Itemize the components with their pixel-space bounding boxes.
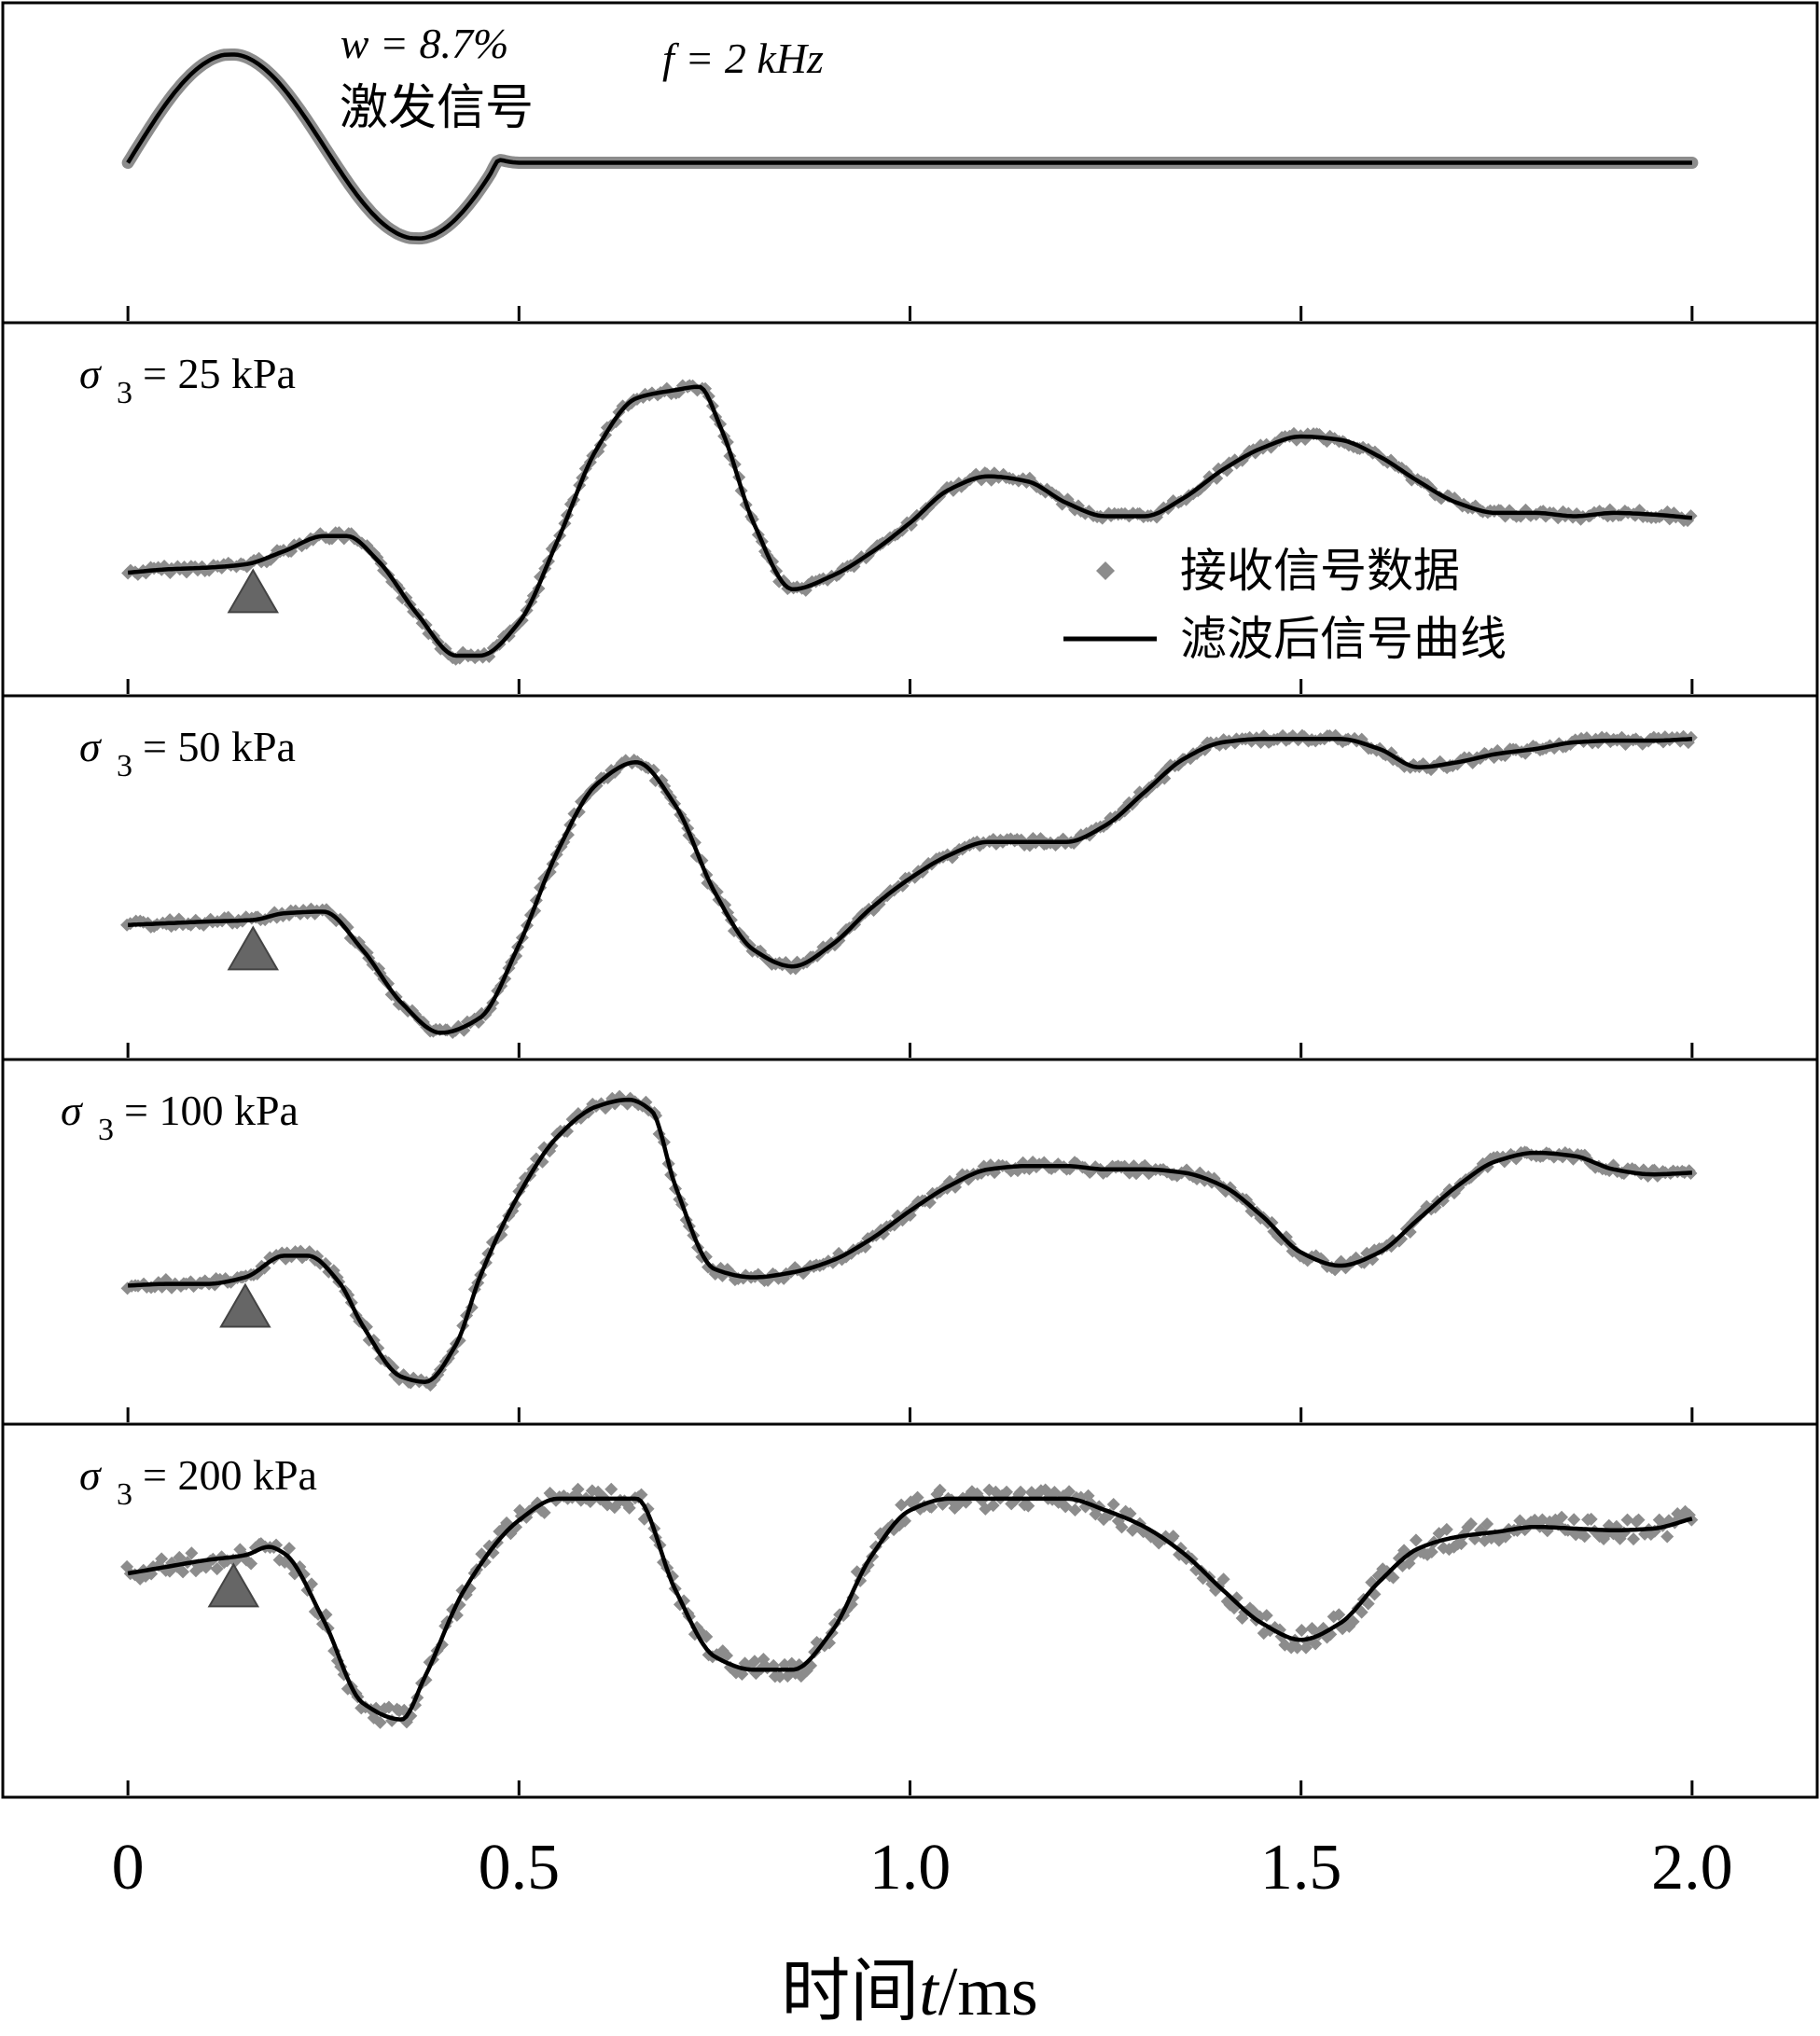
x-tick-label: 0 xyxy=(112,1832,145,1904)
data-point xyxy=(910,1490,924,1504)
data-point xyxy=(155,1552,169,1566)
panel-label-value: = 100 kPa xyxy=(124,1087,299,1134)
data-point xyxy=(754,944,768,958)
onset-triangle xyxy=(227,925,280,971)
data-point xyxy=(1014,1485,1028,1499)
data-point xyxy=(1439,1522,1453,1536)
panel-label-value: = 25 kPa xyxy=(143,350,296,397)
filtered-curve xyxy=(128,1097,1692,1384)
data-point xyxy=(1063,1485,1077,1499)
data-point xyxy=(1346,1614,1360,1628)
panel-label-sigma: σ xyxy=(79,723,103,770)
panel-label-sigma: σ xyxy=(61,1087,84,1134)
panel-label-subscript: 3 xyxy=(117,376,132,410)
panel-sigma3-200: σ 3 = 200 kPa xyxy=(79,1451,1699,1795)
data-point xyxy=(1068,1503,1082,1517)
panel-sigma3-50: σ 3 = 50 kPa xyxy=(3,723,1817,1061)
panel-excitation: w = 8.7% 激发信号 f = 2 kHz xyxy=(3,20,1817,325)
panel-label-subscript: 3 xyxy=(98,1113,114,1147)
data-markers xyxy=(120,728,1698,1040)
data-point xyxy=(1290,1641,1304,1655)
data-point xyxy=(1332,1608,1346,1622)
data-point xyxy=(1216,1572,1230,1586)
plot-frame xyxy=(1,1,1819,1799)
onset-triangle xyxy=(207,1562,260,1608)
data-point xyxy=(1555,1510,1569,1524)
data-point xyxy=(933,1483,947,1497)
data-point xyxy=(1309,1637,1323,1651)
legend-label-filtered: 滤波后信号曲线 xyxy=(1180,613,1507,665)
data-point xyxy=(537,1505,551,1519)
legend-label-data: 接收信号数据 xyxy=(1180,545,1460,597)
data-point xyxy=(283,1542,297,1556)
data-point xyxy=(373,1715,387,1729)
data-point xyxy=(185,1546,199,1560)
panel-label-sigma: σ xyxy=(79,350,103,397)
panel-sigma3-25: σ 3 = 25 kPa xyxy=(3,350,1817,698)
data-point xyxy=(700,1629,714,1643)
data-point xyxy=(1627,1532,1641,1546)
data-point xyxy=(1386,1571,1400,1585)
x-tick-label: 1.0 xyxy=(869,1832,952,1904)
data-point xyxy=(571,1482,585,1496)
annotation-f: f = 2 kHz xyxy=(662,35,824,82)
data-point xyxy=(1295,1624,1309,1638)
data-point xyxy=(1106,1498,1120,1512)
panel-sigma3-100: σ 3 = 100 kPa xyxy=(3,1087,1817,1426)
data-point xyxy=(1584,1512,1598,1526)
data-point xyxy=(1577,1530,1591,1544)
data-point xyxy=(1480,1517,1494,1531)
x-tick-label: 0.5 xyxy=(479,1832,561,1904)
data-point xyxy=(943,1174,957,1188)
data-markers xyxy=(120,1089,1698,1392)
data-point xyxy=(244,1557,258,1571)
panel-label-value: = 200 kPa xyxy=(143,1451,317,1499)
data-point xyxy=(210,1562,224,1576)
data-point xyxy=(1000,1485,1014,1499)
data-point xyxy=(772,1669,786,1683)
annotation-w: w = 8.7% xyxy=(340,20,509,67)
filtered-curve xyxy=(127,384,1693,658)
data-point xyxy=(646,763,660,777)
data-point xyxy=(1454,1537,1468,1551)
x-tick-label: 2.0 xyxy=(1651,1832,1733,1904)
onset-triangle xyxy=(227,568,280,614)
panel-label-subscript: 3 xyxy=(117,1477,132,1512)
data-point xyxy=(176,1565,190,1579)
x-axis-title: 时间t/ms xyxy=(781,1951,1037,2031)
data-point xyxy=(986,1499,1000,1513)
data-point xyxy=(1409,1533,1423,1547)
panel-label-value: = 50 kPa xyxy=(143,723,296,770)
data-point xyxy=(969,467,983,481)
onset-triangle xyxy=(219,1282,271,1328)
filtered-curve xyxy=(128,737,1693,1035)
data-point xyxy=(1424,1545,1438,1559)
data-point xyxy=(1115,1520,1129,1534)
data-markers xyxy=(120,1482,1699,1729)
data-point xyxy=(1660,1530,1674,1544)
data-point xyxy=(975,473,989,487)
annotation-title: 激发信号 xyxy=(340,82,534,135)
data-point xyxy=(1567,1513,1581,1527)
data-point xyxy=(1166,1530,1180,1544)
data-point xyxy=(1355,1605,1368,1619)
data-point xyxy=(1620,1513,1634,1527)
panel-label-sigma: σ xyxy=(79,1451,103,1499)
data-point xyxy=(622,1501,636,1515)
filtered-curve xyxy=(126,52,1692,241)
filtered-curve xyxy=(127,1496,1693,1722)
data-point xyxy=(1021,1499,1035,1513)
data-point xyxy=(1464,1517,1478,1530)
legend-marker-data xyxy=(1096,561,1115,580)
x-tick-label: 1.5 xyxy=(1260,1832,1342,1904)
data-point xyxy=(1259,1609,1273,1623)
panel-label-subscript: 3 xyxy=(117,749,132,783)
data-point xyxy=(604,1482,618,1496)
data-point xyxy=(1632,1513,1646,1527)
data-point xyxy=(747,1655,761,1669)
